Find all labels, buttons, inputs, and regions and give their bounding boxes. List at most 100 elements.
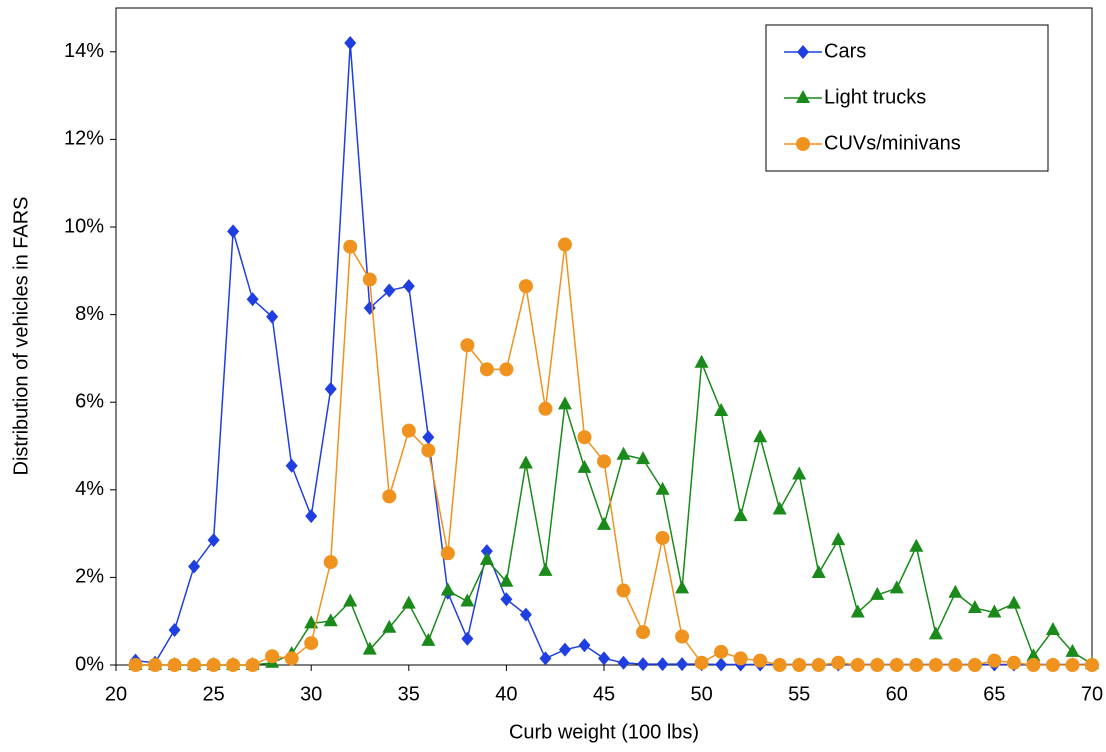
marker bbox=[266, 309, 279, 324]
marker bbox=[967, 658, 982, 672]
marker bbox=[597, 454, 611, 469]
marker bbox=[714, 402, 729, 416]
marker bbox=[577, 430, 592, 445]
marker bbox=[265, 649, 280, 664]
marker bbox=[792, 658, 807, 672]
marker bbox=[1045, 621, 1060, 635]
marker bbox=[676, 657, 689, 672]
marker bbox=[792, 466, 807, 480]
series-line bbox=[135, 362, 1093, 666]
marker bbox=[597, 516, 611, 530]
marker bbox=[440, 546, 455, 561]
y-tick-label: 6% bbox=[75, 390, 104, 412]
marker bbox=[831, 655, 846, 670]
x-axis-label: Curb weight (100 lbs) bbox=[509, 721, 699, 743]
marker bbox=[909, 538, 924, 552]
marker bbox=[538, 401, 553, 416]
marker bbox=[343, 593, 358, 607]
marker bbox=[733, 651, 748, 666]
marker bbox=[831, 532, 846, 546]
marker bbox=[206, 658, 221, 672]
marker bbox=[598, 651, 610, 666]
marker bbox=[402, 279, 415, 294]
marker bbox=[928, 626, 943, 640]
marker bbox=[616, 446, 631, 460]
marker bbox=[383, 283, 396, 298]
marker bbox=[363, 301, 376, 316]
marker bbox=[715, 657, 728, 672]
marker bbox=[304, 615, 319, 629]
series-line bbox=[135, 244, 1092, 666]
marker bbox=[343, 239, 358, 254]
marker bbox=[518, 455, 533, 469]
x-tick-label: 50 bbox=[690, 683, 712, 705]
legend-label: Light trucks bbox=[824, 86, 926, 108]
marker bbox=[245, 658, 260, 672]
marker bbox=[675, 580, 690, 594]
y-tick-label: 2% bbox=[75, 566, 104, 588]
marker bbox=[167, 658, 182, 672]
y-tick-label: 10% bbox=[64, 215, 104, 237]
marker bbox=[1026, 648, 1041, 662]
marker bbox=[460, 593, 475, 607]
marker bbox=[617, 655, 630, 670]
marker bbox=[284, 651, 299, 666]
marker bbox=[889, 580, 904, 594]
marker bbox=[811, 565, 826, 579]
marker bbox=[480, 544, 493, 559]
marker bbox=[694, 655, 709, 670]
marker bbox=[714, 644, 729, 659]
marker bbox=[421, 443, 436, 458]
marker bbox=[1065, 643, 1080, 657]
marker bbox=[928, 658, 943, 672]
marker bbox=[382, 619, 397, 633]
marker bbox=[578, 638, 591, 653]
y-tick-label: 0% bbox=[75, 653, 104, 675]
marker bbox=[637, 657, 650, 672]
marker bbox=[518, 279, 533, 294]
y-tick-label: 12% bbox=[64, 128, 104, 150]
marker bbox=[577, 459, 592, 473]
marker bbox=[519, 607, 532, 622]
marker bbox=[753, 429, 768, 443]
marker bbox=[207, 533, 220, 548]
marker bbox=[987, 653, 1002, 668]
y-axis-label: Distribution of vehicles in FARS bbox=[10, 196, 32, 475]
marker bbox=[694, 354, 709, 368]
marker bbox=[616, 583, 631, 598]
marker bbox=[304, 636, 319, 651]
marker bbox=[870, 586, 885, 600]
marker bbox=[811, 658, 826, 672]
x-tick-label: 70 bbox=[1081, 683, 1103, 705]
marker bbox=[479, 362, 494, 377]
marker bbox=[1026, 658, 1041, 672]
legend-marker bbox=[797, 45, 809, 59]
x-tick-label: 45 bbox=[593, 683, 615, 705]
x-tick-label: 60 bbox=[886, 683, 908, 705]
marker bbox=[422, 430, 435, 445]
marker bbox=[168, 622, 181, 637]
legend-label: CUVs/minivans bbox=[824, 132, 961, 154]
legend-marker bbox=[796, 137, 810, 151]
marker bbox=[499, 573, 514, 587]
x-tick-label: 30 bbox=[300, 683, 322, 705]
marker bbox=[461, 631, 474, 646]
marker bbox=[948, 658, 963, 672]
marker bbox=[499, 362, 514, 377]
x-tick-label: 55 bbox=[788, 683, 810, 705]
marker bbox=[1006, 655, 1021, 670]
marker bbox=[440, 582, 455, 596]
marker bbox=[967, 600, 982, 614]
marker bbox=[226, 658, 241, 672]
marker bbox=[246, 292, 259, 307]
marker bbox=[148, 658, 163, 672]
marker bbox=[656, 657, 669, 672]
marker bbox=[500, 592, 513, 607]
marker bbox=[655, 530, 670, 545]
marker bbox=[557, 237, 572, 252]
marker bbox=[539, 651, 552, 666]
marker bbox=[1045, 658, 1060, 672]
marker bbox=[655, 481, 670, 495]
marker bbox=[227, 224, 240, 239]
